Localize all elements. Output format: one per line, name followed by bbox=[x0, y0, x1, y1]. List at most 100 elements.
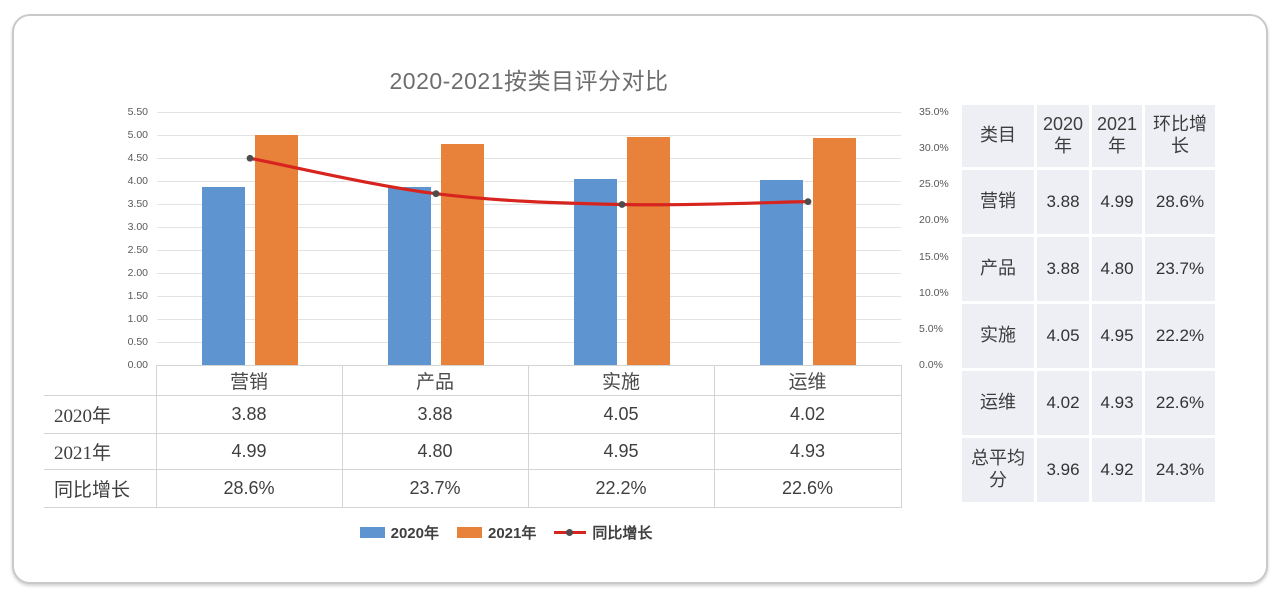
summary-row-label: 产品 bbox=[962, 237, 1034, 301]
gridline bbox=[157, 158, 901, 159]
dtable-value-cell: 22.6% bbox=[713, 469, 902, 508]
bar-2021年-运维 bbox=[813, 138, 856, 365]
bar-2021年-产品 bbox=[441, 144, 484, 365]
gridline bbox=[157, 342, 901, 343]
line-marker-产品 bbox=[432, 190, 440, 198]
category-header-cell: 营销 bbox=[155, 365, 343, 396]
bar-2020年-营销 bbox=[202, 186, 245, 365]
gridline bbox=[157, 250, 901, 251]
dtable-value-cell: 4.99 bbox=[155, 433, 343, 470]
left-axis: 5.50 5.00 4.50 4.00 3.50 3.00 2.50 2.00 1.50 1.00… bbox=[104, 106, 152, 371]
dtable-value-cell: 4.05 bbox=[527, 395, 715, 434]
summary-value-cell: 22.6% bbox=[1145, 371, 1215, 435]
line-marker-实施 bbox=[618, 201, 626, 208]
category-header-row: 营销 产品 实施 运维 bbox=[44, 365, 902, 396]
summary-value-cell: 3.88 bbox=[1037, 237, 1089, 301]
dtable-value-cell: 3.88 bbox=[341, 395, 529, 434]
legend-label: 2020年 bbox=[390, 525, 439, 542]
gridline bbox=[157, 204, 901, 205]
dtable-row-label: 同比增长 bbox=[44, 469, 157, 508]
bar-2020年-实施 bbox=[574, 178, 617, 365]
category-header-cell: 运维 bbox=[713, 365, 902, 396]
summary-value-cell: 4.02 bbox=[1037, 371, 1089, 435]
right-axis-tick-label: 20.0% bbox=[919, 214, 949, 227]
category-header-cell: 产品 bbox=[341, 365, 529, 396]
dtable-corner-cell bbox=[44, 366, 156, 396]
summary-value-cell: 4.05 bbox=[1037, 304, 1089, 368]
right-axis: 35.0% 30.0% 25.0% 20.0% 15.0% 10.0% 5.0% 0.0% bbox=[905, 106, 957, 371]
dtable-value-cell: 23.7% bbox=[341, 469, 529, 508]
dtable-value-cell: 4.93 bbox=[713, 433, 902, 470]
legend-line-swatch bbox=[554, 528, 587, 537]
plot-area bbox=[157, 112, 901, 366]
summary-row: 实施 4.05 4.95 22.2% bbox=[962, 304, 1215, 368]
summary-value-cell: 4.93 bbox=[1092, 371, 1142, 435]
chart-data-table-grid: 营销 产品 实施 运维 2020年 3.88 3.88 4.05 4.02 2021年 4.99 4.… bbox=[44, 365, 902, 508]
gridline bbox=[157, 112, 901, 113]
bar-2020年-产品 bbox=[388, 186, 431, 365]
summary-header-cell: 类目 bbox=[962, 105, 1034, 167]
summary-row-label: 实施 bbox=[962, 304, 1034, 368]
bar-2020年-运维 bbox=[760, 180, 803, 365]
gridline bbox=[157, 319, 901, 320]
gridline bbox=[157, 273, 901, 274]
summary-value-cell: 4.95 bbox=[1092, 304, 1142, 368]
summary-row: 产品 3.88 4.80 23.7% bbox=[962, 237, 1215, 301]
summary-table: 类目 2020年 2021年 环比增长 营销 3.88 4.99 28.6% 产品 3.88 4.8… bbox=[959, 102, 1218, 505]
legend-item-2021年: 2021年 bbox=[456, 522, 537, 543]
gridline bbox=[157, 181, 901, 182]
summary-value-cell: 28.6% bbox=[1145, 170, 1215, 234]
line-path bbox=[249, 156, 809, 207]
summary-value-cell: 22.2% bbox=[1145, 304, 1215, 368]
legend-swatch-2021年 bbox=[456, 527, 482, 538]
right-axis-tick-label: 10.0% bbox=[919, 286, 949, 299]
right-axis-tick-label: 30.0% bbox=[919, 142, 949, 155]
gridline bbox=[157, 135, 901, 136]
dtable-value-cell: 3.88 bbox=[155, 395, 343, 434]
legend-line-marker bbox=[566, 529, 574, 536]
left-axis-tick-label: 2.00 bbox=[127, 267, 148, 279]
left-axis-tick-label: 4.00 bbox=[127, 175, 148, 187]
dtable-value-cell: 4.02 bbox=[713, 395, 902, 434]
gridline bbox=[157, 227, 901, 228]
left-axis-tick-label: 1.00 bbox=[127, 313, 148, 325]
summary-value-cell: 24.3% bbox=[1145, 438, 1215, 502]
dtable-value-cell: 4.95 bbox=[527, 433, 715, 470]
right-axis-tick-label: 15.0% bbox=[919, 250, 949, 263]
summary-value-cell: 3.96 bbox=[1037, 438, 1089, 502]
summary-value-cell: 4.80 bbox=[1092, 237, 1142, 301]
left-axis-tick-label: 0.00 bbox=[127, 359, 148, 371]
summary-value-cell: 3.88 bbox=[1037, 170, 1089, 234]
line-marker-运维 bbox=[804, 198, 812, 206]
legend-label: 同比增长 bbox=[592, 525, 653, 542]
summary-header-row: 类目 2020年 2021年 环比增长 bbox=[962, 105, 1215, 167]
left-axis-tick-label: 1.50 bbox=[127, 290, 148, 302]
dtable-row: 2020年 3.88 3.88 4.05 4.02 bbox=[44, 395, 902, 434]
summary-row: 营销 3.88 4.99 28.6% bbox=[962, 170, 1215, 234]
chart-title: 2020-2021按类目评分对比 bbox=[389, 68, 669, 94]
bar-2021年-营销 bbox=[255, 135, 298, 365]
right-axis-tick-label: 5.0% bbox=[919, 322, 943, 335]
legend-item-2020年: 2020年 bbox=[359, 522, 439, 543]
gridline bbox=[157, 296, 901, 297]
left-axis-tick-label: 0.50 bbox=[127, 336, 148, 348]
legend-label: 2021年 bbox=[487, 525, 537, 542]
line-series-同比增长 bbox=[246, 154, 812, 208]
summary-table-grid: 类目 2020年 2021年 环比增长 营销 3.88 4.99 28.6% 产品 3.88 4.8… bbox=[959, 102, 1218, 505]
dtable-row: 2021年 4.99 4.80 4.95 4.93 bbox=[44, 433, 902, 470]
left-axis-tick-label: 5.50 bbox=[127, 106, 148, 118]
summary-value-cell: 4.92 bbox=[1092, 438, 1142, 502]
dtable-value-cell: 4.80 bbox=[341, 433, 529, 470]
summary-row: 总平均分 3.96 4.92 24.3% bbox=[962, 438, 1215, 502]
chart-legend: 2020年 2021年 同比增长 bbox=[134, 522, 878, 543]
left-axis-tick-label: 2.50 bbox=[127, 244, 148, 256]
category-header-cell: 实施 bbox=[527, 365, 715, 396]
right-axis-tick-label: 0.0% bbox=[919, 359, 943, 371]
dtable-row: 同比增长 28.6% 23.7% 22.2% 22.6% bbox=[44, 469, 902, 508]
summary-row-label: 总平均分 bbox=[962, 438, 1034, 502]
dtable-value-cell: 28.6% bbox=[155, 469, 343, 508]
chart-card: 2020-2021按类目评分对比 5.50 5.00 4.50 4.00 3.50 3.0… bbox=[12, 14, 1268, 584]
legend-swatch-2020年 bbox=[359, 527, 385, 538]
summary-header-cell: 2020年 bbox=[1037, 105, 1089, 167]
bar-2021年-实施 bbox=[627, 137, 670, 365]
